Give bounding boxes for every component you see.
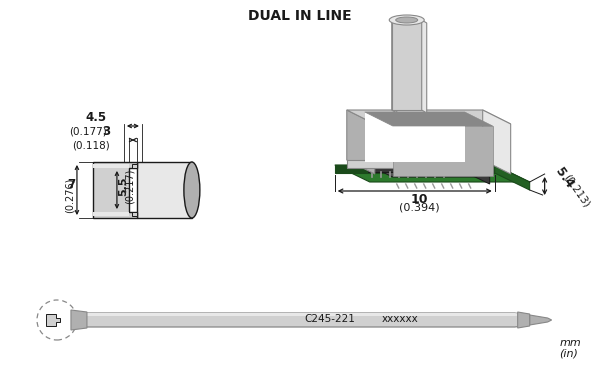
Text: (0.394): (0.394): [400, 202, 440, 212]
Text: (0.217): (0.217): [125, 168, 135, 204]
Polygon shape: [393, 126, 493, 176]
Text: 10: 10: [411, 193, 428, 206]
Polygon shape: [365, 112, 464, 162]
Text: 4.5: 4.5: [86, 111, 107, 124]
Polygon shape: [347, 110, 511, 124]
Polygon shape: [129, 164, 137, 168]
Ellipse shape: [389, 15, 424, 25]
Polygon shape: [80, 313, 530, 327]
Text: mm: mm: [560, 338, 581, 348]
Polygon shape: [335, 165, 530, 182]
Text: xxxxxx: xxxxxx: [382, 314, 418, 324]
Polygon shape: [46, 314, 60, 326]
Polygon shape: [335, 165, 494, 173]
Polygon shape: [365, 112, 493, 126]
Polygon shape: [368, 165, 464, 172]
Polygon shape: [494, 165, 530, 190]
Text: 5.5: 5.5: [118, 176, 128, 196]
Ellipse shape: [396, 17, 418, 23]
Polygon shape: [71, 310, 87, 330]
Text: C245-221: C245-221: [304, 314, 355, 324]
Polygon shape: [392, 20, 422, 110]
Text: (0.276): (0.276): [65, 177, 75, 213]
Polygon shape: [530, 315, 551, 325]
Polygon shape: [464, 165, 490, 184]
Polygon shape: [392, 20, 397, 113]
Text: (in): (in): [560, 348, 578, 358]
Ellipse shape: [184, 162, 200, 218]
Polygon shape: [482, 110, 511, 174]
FancyBboxPatch shape: [137, 162, 192, 218]
Polygon shape: [129, 212, 137, 216]
Text: 7: 7: [67, 178, 75, 192]
Polygon shape: [347, 110, 375, 174]
Text: DUAL IN LINE: DUAL IN LINE: [248, 9, 352, 23]
Polygon shape: [518, 312, 530, 328]
Polygon shape: [347, 160, 482, 168]
Polygon shape: [368, 165, 490, 177]
Polygon shape: [93, 212, 129, 216]
Text: (0.118): (0.118): [72, 141, 110, 151]
Polygon shape: [93, 164, 129, 168]
Text: (0.213): (0.213): [562, 172, 592, 209]
Text: 5.4: 5.4: [553, 165, 576, 191]
Polygon shape: [422, 20, 427, 113]
Polygon shape: [93, 162, 137, 218]
Text: (0.177): (0.177): [69, 127, 107, 137]
Text: 3: 3: [102, 125, 110, 138]
Polygon shape: [80, 313, 530, 316]
